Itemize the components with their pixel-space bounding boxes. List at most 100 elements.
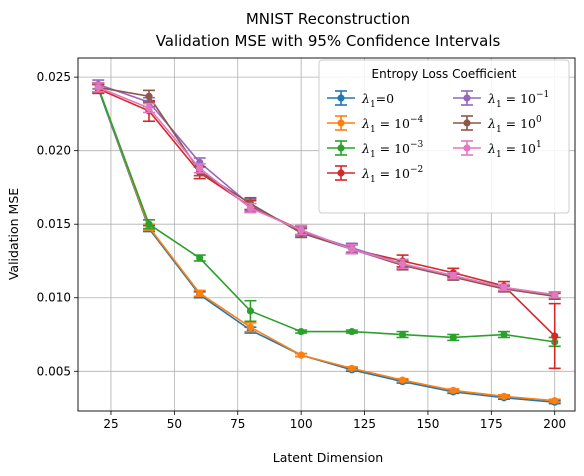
data-point (398, 260, 407, 268)
data-point (500, 283, 508, 292)
data-point (449, 272, 457, 280)
legend-item: λ1 = 10−2 (327, 165, 423, 185)
data-point (196, 254, 204, 262)
legend-swatch-marker (337, 94, 345, 102)
legend-label-symbol: λ (487, 91, 496, 106)
legend-swatch-marker (463, 119, 471, 127)
data-point (398, 376, 407, 384)
legend-label-symbol: λ (361, 116, 370, 131)
legend-label-subscript: 1 (370, 150, 376, 160)
x-tick-label: 175 (480, 417, 503, 431)
data-point (398, 330, 407, 339)
legend-swatch-marker (463, 94, 471, 102)
data-point (551, 291, 559, 299)
y-axis-label: Validation MSE (6, 188, 21, 280)
x-axis-label: Latent Dimension (273, 450, 383, 465)
legend-label: λ1 = 100 (487, 115, 542, 135)
data-point (145, 104, 153, 112)
data-point (246, 204, 255, 212)
legend-item: λ1=0 (327, 90, 394, 110)
data-point (348, 327, 356, 336)
legend-label: λ1 = 10−1 (487, 90, 549, 110)
legend-label-superscript: −3 (410, 140, 424, 150)
legend-item: λ1 = 101 (453, 140, 542, 160)
legend-label-subscript: 1 (370, 125, 376, 135)
x-tick-label: 150 (416, 417, 439, 431)
data-point (449, 386, 457, 395)
y-tick-label: 0.020 (37, 144, 71, 158)
series-2 (92, 82, 561, 348)
data-point (348, 245, 356, 253)
y-tick-label: 0.010 (37, 291, 71, 305)
series-line (97, 87, 555, 343)
legend-item: λ1 = 100 (453, 115, 542, 135)
legend-label-subscript: 1 (496, 125, 502, 135)
data-point (500, 330, 508, 339)
legend-label-superscript: −1 (536, 90, 549, 100)
x-tick-label: 125 (353, 417, 376, 431)
legend-label-text: = 10 (376, 116, 410, 131)
data-point (196, 164, 204, 172)
x-tick-label: 75 (230, 417, 245, 431)
legend-label-text: = 10 (376, 141, 410, 156)
legend-label-text: = 10 (376, 166, 410, 181)
legend-label-symbol: λ (361, 141, 370, 156)
y-tick-label: 0.015 (37, 217, 71, 231)
legend-label-superscript: −4 (410, 115, 424, 125)
y-tick-label: 0.005 (37, 364, 71, 378)
legend-label-subscript: 1 (370, 100, 376, 110)
legend-swatch-marker (337, 144, 345, 152)
legend-label: λ1 = 10−4 (361, 115, 424, 135)
plot-frame (77, 57, 576, 412)
legend-label-text: = 10 (502, 91, 536, 106)
data-point (246, 323, 255, 331)
data-point (145, 92, 153, 100)
legend-label-symbol: λ (487, 141, 496, 156)
x-tick-label: 25 (103, 417, 118, 431)
data-point (297, 351, 305, 359)
legend-label-text: =0 (376, 91, 394, 106)
legend-label-symbol: λ (361, 166, 370, 181)
series-line (97, 86, 555, 296)
data-point (348, 364, 356, 372)
legend-label-text: = 10 (502, 116, 536, 131)
chart-subtitle: Validation MSE with 95% Confidence Inter… (156, 32, 501, 50)
data-point (297, 327, 305, 336)
legend-label-subscript: 1 (496, 150, 502, 160)
chart-title: MNIST Reconstruction (246, 10, 410, 28)
x-tick-label: 50 (167, 417, 182, 431)
series-line (98, 86, 555, 298)
series-line (97, 87, 555, 402)
legend-label-text: = 10 (502, 141, 536, 156)
axis-ticks: 25 50 75 100 125 150 175 200 0.005 0.010 0.015 0.02… (37, 70, 567, 431)
legend-title: Entropy Loss Coefficient (372, 67, 517, 81)
legend-label-superscript: 0 (536, 115, 542, 125)
legend-label-superscript: −2 (410, 165, 423, 175)
legend-label: λ1 = 10−3 (361, 140, 424, 160)
legend-swatch-marker (337, 119, 345, 127)
data-point (246, 307, 255, 315)
series-6 (92, 82, 561, 299)
legend-swatch-marker (463, 144, 471, 152)
legend-label-subscript: 1 (370, 175, 376, 185)
legend-label-subscript: 1 (496, 100, 502, 110)
legend-label: λ1=0 (361, 91, 394, 110)
y-tick-label: 0.025 (37, 70, 71, 84)
legend-item: λ1 = 10−4 (327, 115, 424, 135)
legend-label: λ1 = 10−2 (361, 165, 423, 185)
legend-label: λ1 = 101 (487, 140, 542, 160)
legend-label-symbol: λ (487, 116, 496, 131)
legend-box (318, 59, 570, 214)
legend: Entropy Loss Coefficient λ1=0λ1 = 10−4λ1… (318, 59, 570, 214)
data-point (145, 220, 153, 228)
data-point (297, 226, 305, 234)
legend-item: λ1 = 10−1 (453, 90, 549, 110)
data-point (94, 83, 102, 92)
data-point (551, 332, 559, 340)
legend-item: λ1 = 10−3 (327, 140, 424, 160)
plot-series (92, 79, 561, 406)
legend-label-superscript: 1 (536, 140, 542, 150)
data-point (196, 289, 204, 297)
legend-label-symbol: λ (361, 91, 370, 106)
